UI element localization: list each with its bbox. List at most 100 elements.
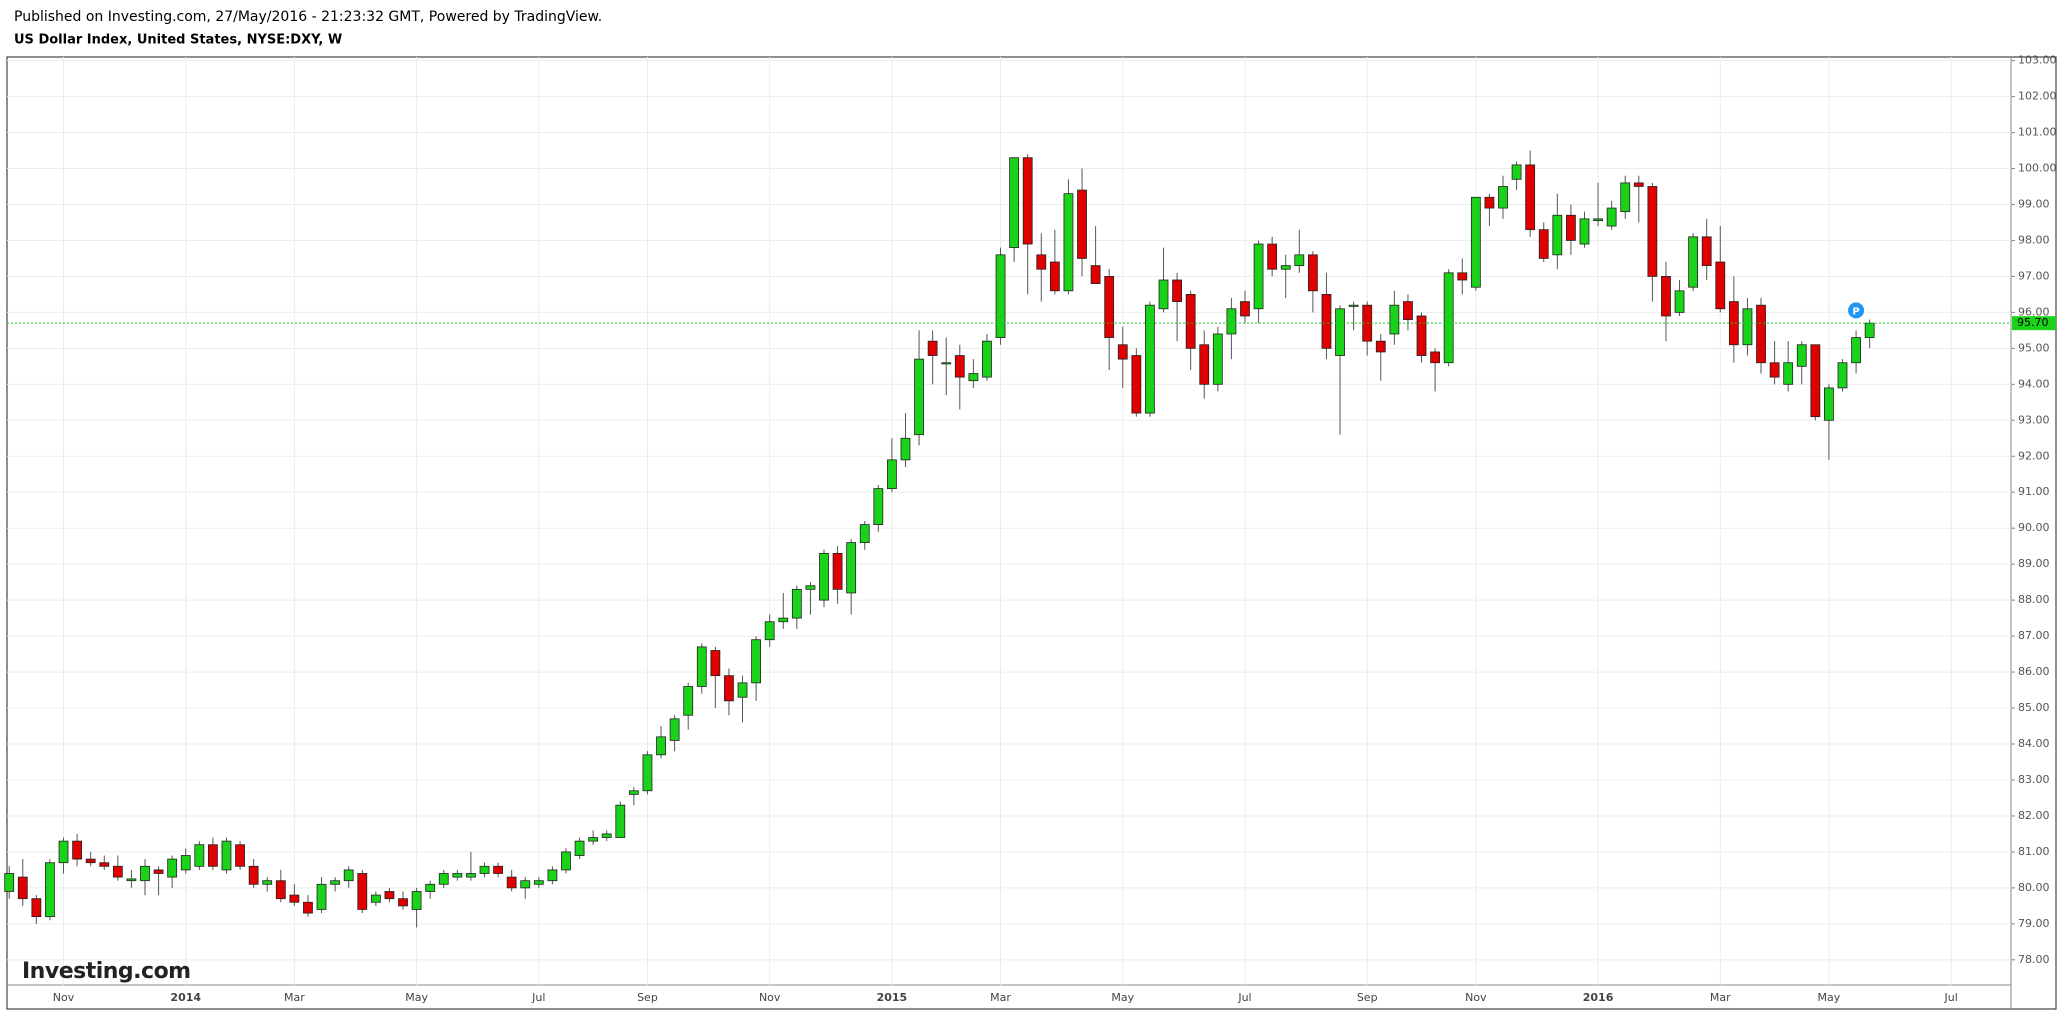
candle-body — [737, 682, 748, 698]
candle-body — [303, 901, 313, 914]
candle-body — [805, 585, 816, 590]
candle-body — [1145, 304, 1155, 414]
candle-body — [1267, 243, 1278, 270]
candle-body — [954, 355, 965, 378]
candle-body — [1620, 182, 1631, 213]
candle-body — [126, 878, 137, 882]
x-tick-label: Jul — [1943, 991, 1957, 1004]
candle-body — [1348, 304, 1359, 307]
y-tick-label: 86.00 — [2018, 665, 2050, 678]
candle-body — [1552, 214, 1563, 256]
candle-body — [1049, 261, 1060, 292]
candle-body — [316, 883, 327, 910]
candle-body — [275, 880, 286, 900]
candle-body — [479, 865, 490, 874]
x-tick-label: Sep — [1357, 991, 1378, 1004]
candle-body — [99, 862, 110, 867]
y-tick-label: 100.00 — [2018, 162, 2057, 175]
candle-body — [1498, 186, 1508, 209]
candle-body — [1280, 265, 1291, 270]
candle-body — [1131, 355, 1142, 414]
candle-body — [561, 851, 571, 871]
candle-body — [846, 542, 857, 594]
y-tick-label: 103.00 — [2018, 54, 2057, 67]
price-label: 95.70 — [2017, 316, 2049, 329]
candle-body — [1606, 207, 1617, 227]
y-tick-label: 102.00 — [2018, 90, 2057, 103]
candle-body — [235, 844, 245, 867]
candle-body — [1864, 322, 1875, 338]
candle-body — [140, 865, 150, 882]
candle-body — [207, 844, 218, 867]
candle-body — [1511, 164, 1522, 180]
candle-body — [819, 552, 829, 601]
candle-body — [724, 675, 734, 702]
y-tick-label: 80.00 — [2018, 881, 2050, 894]
candle-body — [1837, 362, 1848, 389]
candle-body — [615, 804, 626, 838]
candle-body — [1783, 362, 1794, 385]
candle-body — [588, 837, 599, 842]
y-tick-label: 84.00 — [2018, 737, 2050, 750]
candle-body — [248, 865, 259, 885]
y-tick-label: 81.00 — [2018, 845, 2050, 858]
candle-body — [1484, 196, 1495, 209]
y-tick-label: 101.00 — [2018, 126, 2057, 139]
candle-body — [1104, 276, 1115, 338]
candle-body — [221, 840, 232, 871]
candle-body — [1199, 344, 1210, 385]
candle-body — [900, 437, 911, 461]
y-tick-label: 83.00 — [2018, 773, 2050, 786]
y-tick-label: 82.00 — [2018, 809, 2050, 822]
candle-body — [4, 873, 15, 892]
candle-body — [995, 254, 1006, 338]
candle-body — [289, 894, 300, 903]
candle-body — [791, 588, 802, 619]
candle-body — [574, 840, 585, 856]
y-tick-label: 96.00 — [2018, 305, 2050, 318]
x-tick-label: May — [405, 991, 428, 1004]
x-tick-label: 2014 — [170, 991, 201, 1004]
candle-body — [167, 858, 178, 878]
x-tick-label: May — [1818, 991, 1841, 1004]
candle-body — [1715, 261, 1726, 310]
candle-body — [1701, 236, 1712, 267]
candle-body — [384, 891, 395, 900]
candle-body — [31, 898, 42, 918]
y-tick-label: 92.00 — [2018, 449, 2050, 462]
candle-body — [1403, 301, 1413, 320]
y-tick-label: 93.00 — [2018, 413, 2050, 426]
marker-label: P — [1852, 306, 1859, 317]
y-tick-label: 89.00 — [2018, 557, 2050, 570]
x-tick-label: Jul — [531, 991, 545, 1004]
candle-body — [330, 880, 341, 885]
candle-body — [1158, 279, 1169, 310]
y-tick-label: 91.00 — [2018, 485, 2050, 498]
candle-body — [927, 340, 938, 356]
candle-body — [1416, 315, 1427, 356]
candle-body — [357, 873, 368, 910]
candle-body — [941, 362, 952, 365]
candle-body — [710, 650, 721, 677]
x-tick-label: 2016 — [1583, 991, 1614, 1004]
x-tick-label: Jul — [1237, 991, 1251, 1004]
candle-body — [17, 876, 28, 900]
candle-body — [1117, 344, 1128, 360]
candle-body — [1090, 265, 1101, 285]
candle-body — [58, 840, 69, 864]
x-tick-label: Nov — [1465, 991, 1487, 1004]
watermark: Investing.com — [22, 959, 191, 984]
candle-body — [656, 736, 666, 756]
candle-body — [85, 858, 96, 864]
y-tick-label: 79.00 — [2018, 917, 2050, 930]
candle-body — [370, 894, 381, 903]
chart-frame — [6, 56, 2057, 1010]
candle-body — [1538, 229, 1549, 259]
candle-body — [1185, 293, 1196, 349]
candle-body — [1063, 193, 1074, 292]
candle-body — [1009, 157, 1020, 249]
candle-body — [1077, 189, 1087, 259]
candle-body — [832, 552, 843, 590]
candle-body — [398, 898, 408, 907]
